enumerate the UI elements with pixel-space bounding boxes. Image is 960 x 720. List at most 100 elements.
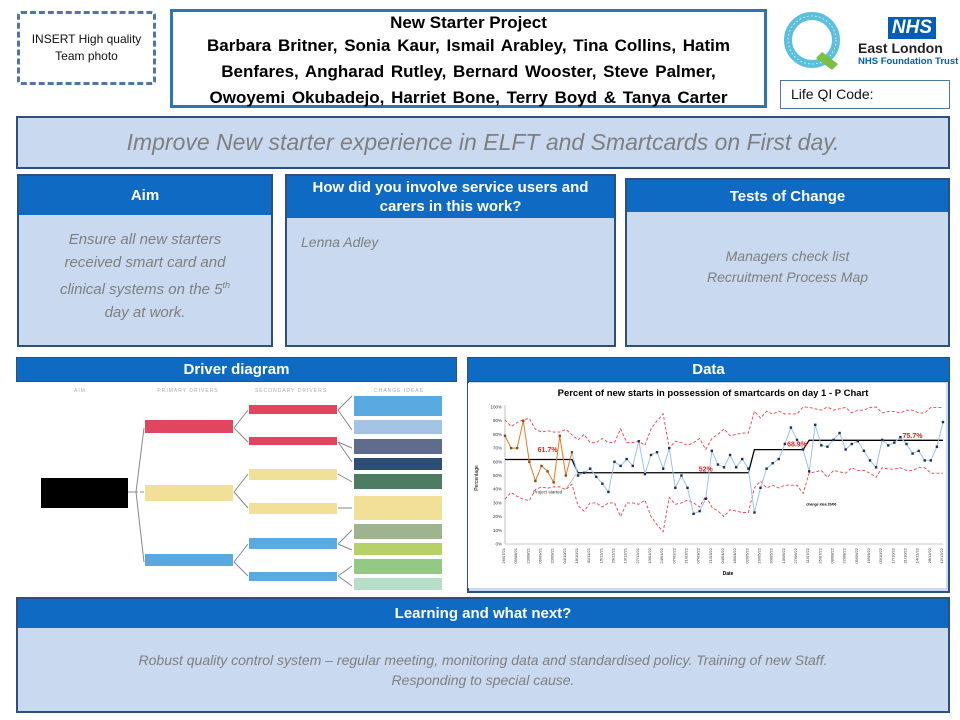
baseline-point — [552, 481, 555, 484]
x-tick-label: 07/03/22 — [696, 547, 701, 563]
y-tick-label: 50% — [493, 473, 502, 478]
y-tick-label: 10% — [493, 528, 502, 533]
p-chart: Percent of new starts in possession of s… — [468, 383, 946, 588]
data-point — [874, 466, 878, 469]
qi-logo-icon — [784, 12, 840, 70]
data-point — [710, 449, 714, 453]
series-line — [571, 421, 944, 515]
x-tick-label: 27/12/21 — [635, 547, 640, 563]
data-point — [728, 453, 732, 457]
data-point — [716, 463, 720, 466]
data-point — [935, 445, 939, 448]
y-axis-label: Percentage — [474, 465, 480, 491]
x-tick-label: 07/02/22 — [671, 547, 676, 563]
x-tick-label: 28/11/22 — [927, 547, 932, 563]
data-point — [795, 438, 799, 442]
project-title: New Starter Project — [390, 13, 547, 32]
y-tick-label: 30% — [493, 500, 502, 505]
data-point — [783, 442, 787, 446]
data-point — [631, 464, 634, 468]
x-tick-label: 12/12/22 — [939, 547, 944, 563]
data-point — [680, 474, 683, 477]
data-point — [741, 457, 744, 461]
x-tick-label: 24/01/22 — [659, 547, 664, 563]
driver-secondary-box — [249, 503, 337, 514]
driver-col-aim: AIM — [74, 388, 86, 394]
data-point — [588, 467, 592, 470]
data-point — [911, 452, 914, 455]
data-point — [893, 441, 896, 444]
data-point — [887, 444, 890, 447]
x-tick-label: 13/06/22 — [781, 547, 786, 563]
test-item: Managers check list — [725, 248, 850, 264]
driver-diagram-header: Driver diagram — [16, 357, 457, 382]
learning-header: Learning and what next? — [18, 599, 948, 628]
x-tick-label: 27/06/22 — [793, 547, 798, 563]
nhs-logo: NHS East London NHS Foundation Trust — [858, 17, 959, 67]
baseline-point — [558, 434, 561, 437]
driver-change-ideas — [354, 396, 442, 590]
x-tick-label: 21/02/22 — [684, 547, 689, 563]
driver-primary-box — [145, 420, 233, 433]
driver-secondary-box — [249, 437, 337, 445]
data-point — [619, 464, 622, 468]
data-point — [923, 459, 926, 462]
x-tick-label: 05/09/22 — [854, 547, 859, 563]
data-point — [595, 475, 598, 479]
data-point — [692, 512, 695, 516]
x-tick-label: 22/08/22 — [842, 547, 847, 563]
driver-aim-box — [41, 478, 128, 508]
driver-diagram: AIM PRIMARY DRIVERS SECONDARY DRIVERS CH… — [41, 388, 442, 590]
data-point — [747, 467, 750, 470]
data-point — [576, 474, 580, 477]
driver-primary-box — [145, 554, 233, 566]
x-tick-label: 18/10/21 — [574, 547, 579, 563]
data-point — [643, 472, 647, 476]
service-users-text: Lenna Adley — [301, 234, 379, 250]
aim-panel: Aim Ensure all new starters received sma… — [17, 174, 273, 347]
x-tick-label: 21/03/22 — [708, 547, 713, 563]
x-tick-label: 30/05/22 — [769, 547, 774, 563]
learning-panel: Learning and what next? Robust quality c… — [16, 597, 950, 713]
y-tick-label: 40% — [493, 487, 502, 492]
data-point — [801, 448, 805, 451]
baseline-point — [509, 446, 513, 450]
upper-control-limit — [504, 406, 943, 451]
data-point — [637, 440, 641, 443]
data-point — [844, 448, 847, 451]
service-users-header: How did you involve service users and ca… — [287, 176, 614, 218]
driver-secondary-box — [249, 572, 337, 581]
learning-text: Responding to special cause. — [391, 672, 575, 688]
driver-secondary-box — [249, 538, 337, 549]
data-point — [625, 457, 628, 461]
centre-value-label: 68.9% — [787, 442, 808, 449]
x-tick-label: 11/07/22 — [805, 547, 810, 563]
data-point — [826, 445, 829, 448]
y-tick-label: 0% — [495, 542, 502, 547]
data-point — [771, 461, 774, 465]
baseline-point — [503, 434, 507, 437]
baseline-point — [546, 470, 549, 473]
x-tick-label: 18/04/22 — [732, 547, 737, 563]
data-point — [880, 438, 884, 442]
data-point — [838, 431, 841, 435]
data-point — [759, 486, 762, 490]
centre-value-label: 61.7% — [538, 447, 559, 454]
aim-text: Ensure all new starters received smart c… — [59, 231, 231, 321]
service-users-panel: How did you involve service users and ca… — [285, 174, 616, 347]
x-tick-label: 31/10/22 — [903, 547, 908, 563]
baseline-point — [522, 419, 525, 422]
tests-of-change-panel: Tests of Change Managers check list Recr… — [625, 178, 950, 347]
x-tick-label: 08/08/22 — [830, 547, 835, 563]
data-point — [674, 486, 677, 490]
data-point — [722, 466, 726, 469]
x-axis-label: Date — [723, 571, 734, 577]
x-tick-label: 13/12/21 — [623, 547, 628, 563]
data-point — [777, 457, 780, 461]
driver-col-change: CHANGE IDEAS — [374, 388, 424, 394]
data-point — [601, 482, 604, 485]
learning-text: Robust quality control system – regular … — [138, 652, 828, 668]
x-tick-label: 10/01/22 — [647, 547, 652, 563]
centre-value-label: 75.7% — [903, 433, 924, 440]
nhs-badge: NHS — [887, 17, 936, 39]
